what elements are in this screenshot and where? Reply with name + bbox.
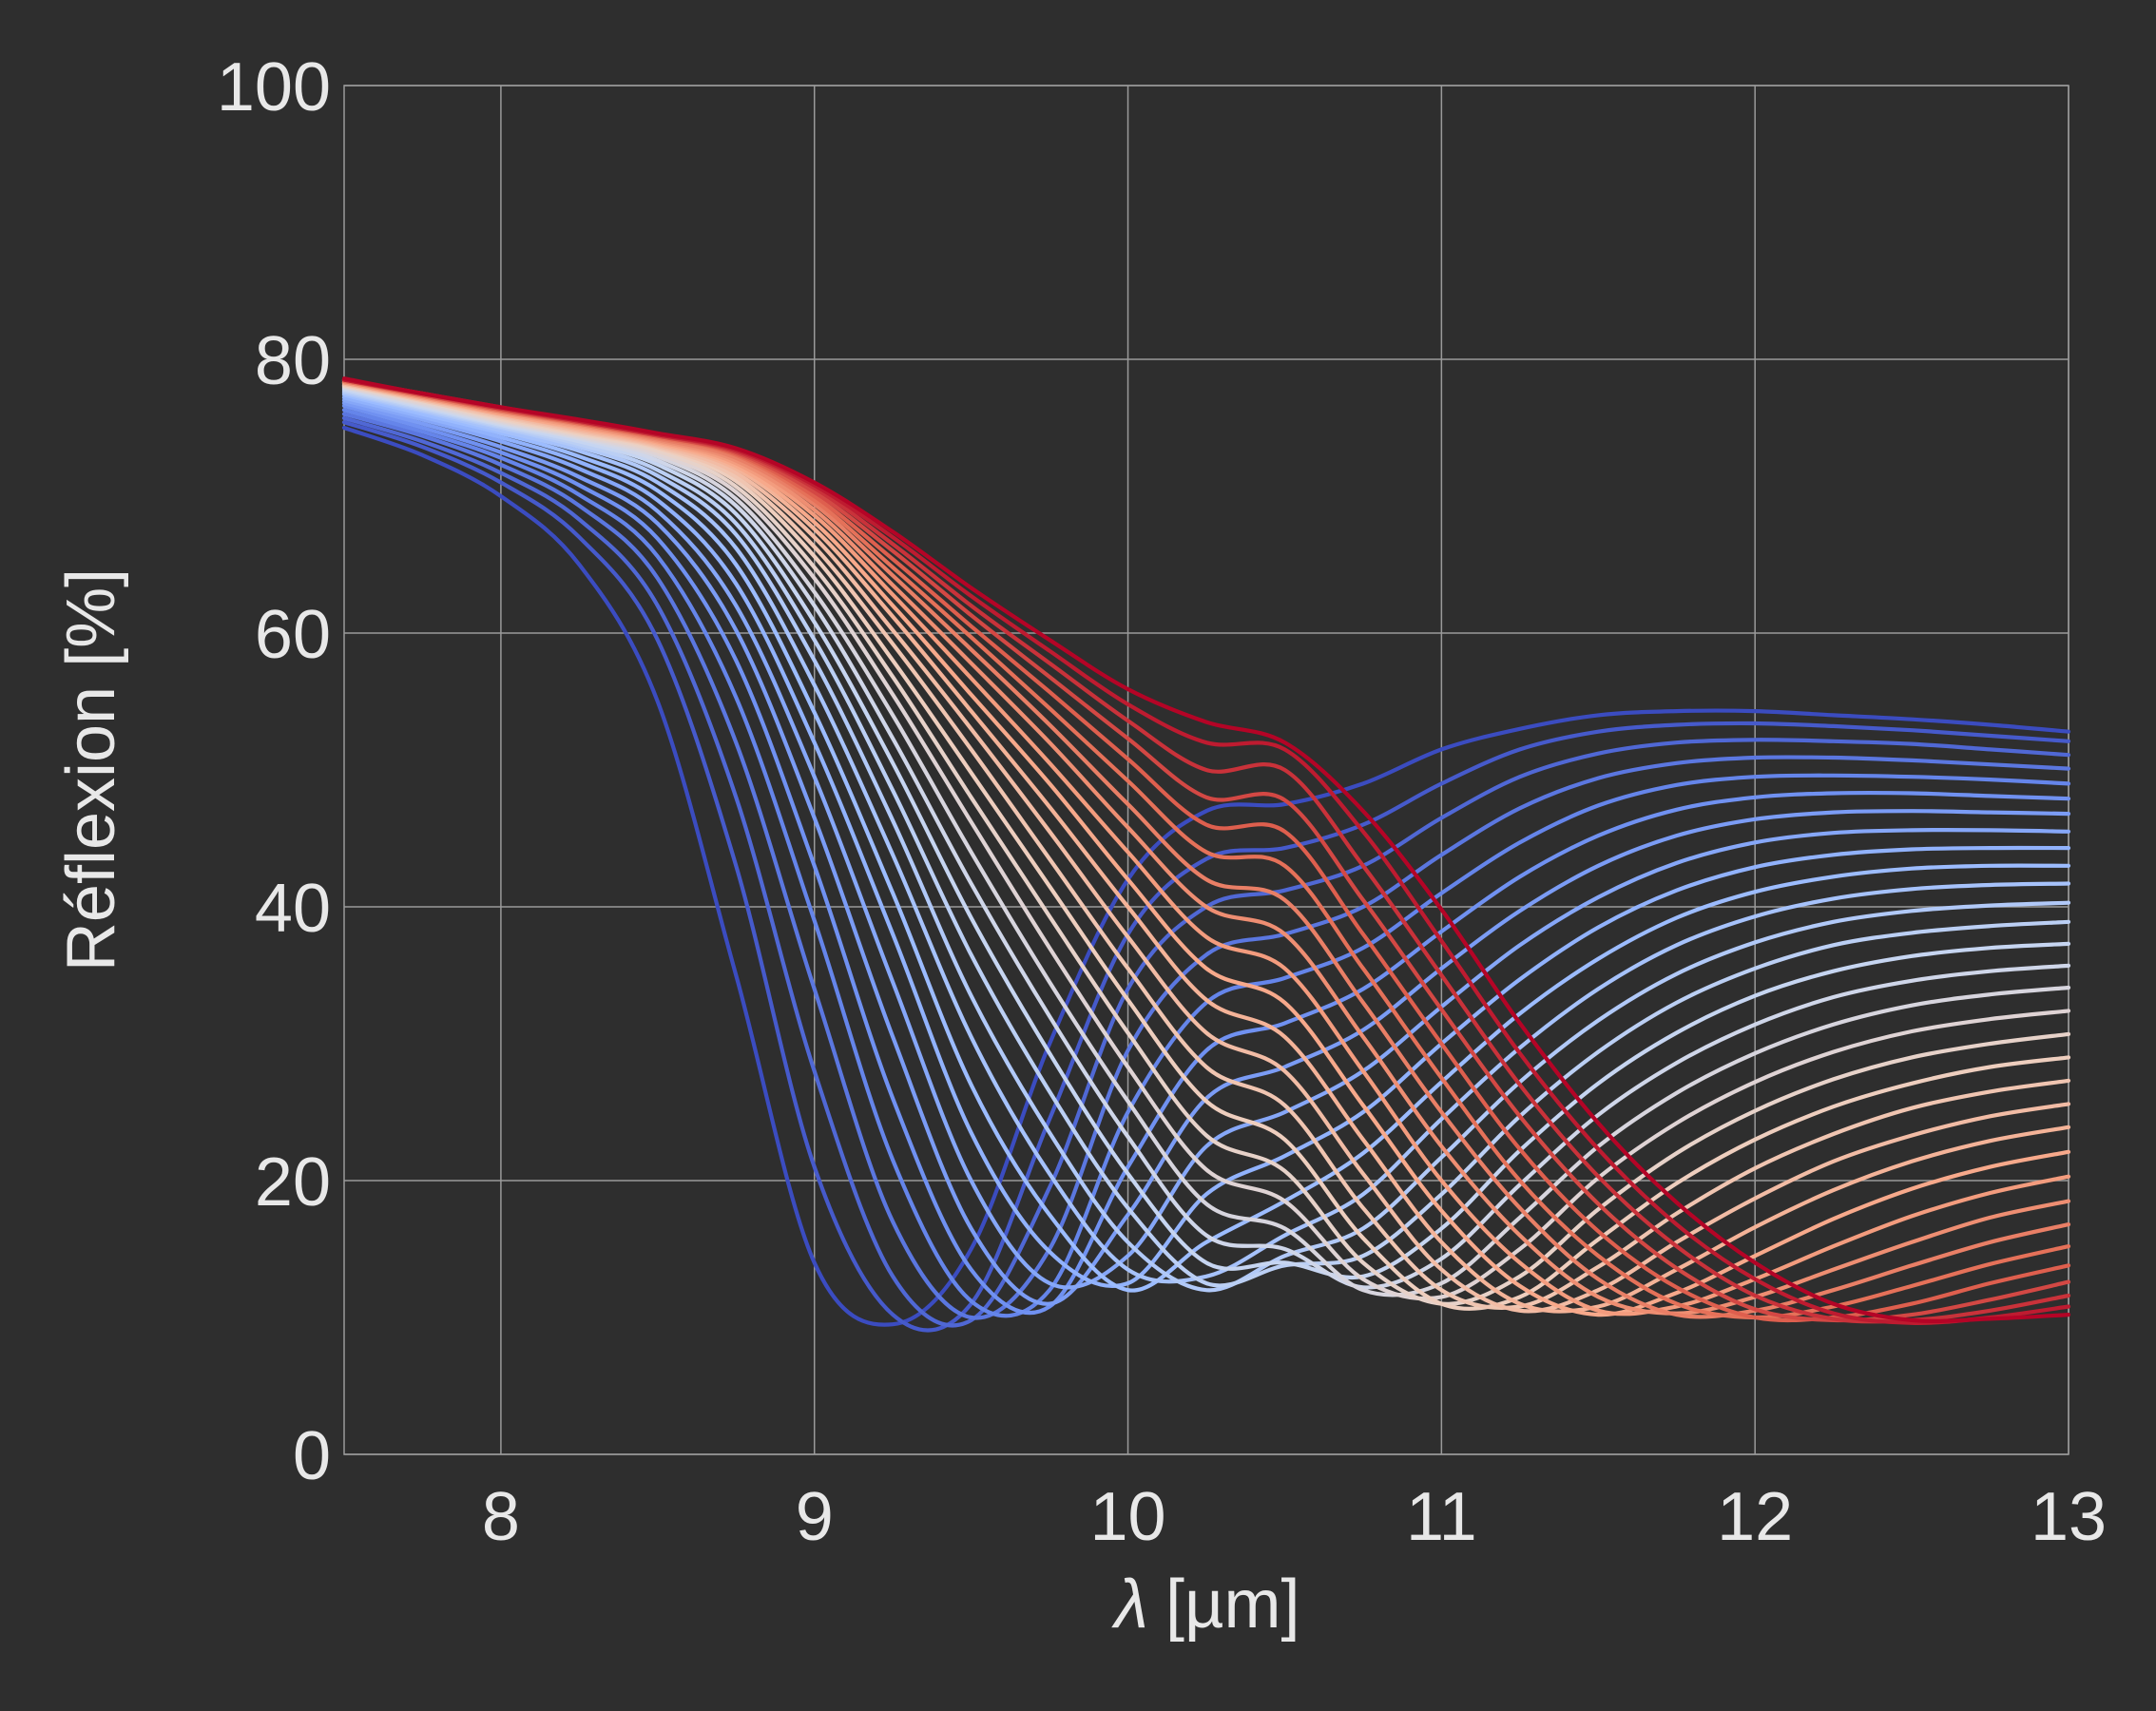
y-tick-label: 0 [293,1418,331,1494]
y-tick-label: 100 [217,49,331,125]
x-tick-label: 9 [796,1479,834,1555]
series-line-5 [341,408,2071,1318]
series-line-32 [341,376,2071,1324]
series-line-18 [341,383,2071,1306]
series-line-4 [341,412,2071,1320]
series-line-17 [341,384,2071,1301]
y-tick-label: 80 [255,323,331,399]
y-tick-label: 60 [255,597,331,673]
x-tick-label: 11 [1406,1479,1477,1555]
x-tick-labels: 8 9 10 11 12 13 [482,1479,2107,1555]
series-line-11 [341,391,2071,1284]
series-line-3 [341,415,2071,1328]
x-tick-label: 8 [482,1479,520,1555]
series-line-2 [341,420,2071,1333]
x-tick-label: 13 [2031,1479,2107,1555]
y-tick-label: 40 [255,871,331,947]
series-lines [341,376,2071,1333]
y-tick-labels: 0 20 40 60 80 100 [217,49,331,1494]
x-tick-label: 12 [1717,1479,1793,1555]
series-line-12 [341,390,2071,1293]
series-line-13 [341,389,2071,1288]
y-tick-label: 20 [255,1144,331,1221]
x-axis-unit: [µm] [1165,1567,1299,1643]
x-axis-symbol: λ [1111,1567,1148,1643]
series-line-9 [341,395,2071,1289]
x-tick-label: 10 [1089,1479,1165,1555]
series-line-16 [341,384,2071,1298]
x-axis-label: λ [µm] [1111,1567,1300,1643]
series-line-10 [341,393,2071,1293]
series-line-6 [341,403,2071,1316]
y-axis-label: Réflexion [%] [53,568,129,971]
series-line-8 [341,398,2071,1290]
series-line-15 [341,386,2071,1290]
series-line-14 [341,387,2071,1280]
